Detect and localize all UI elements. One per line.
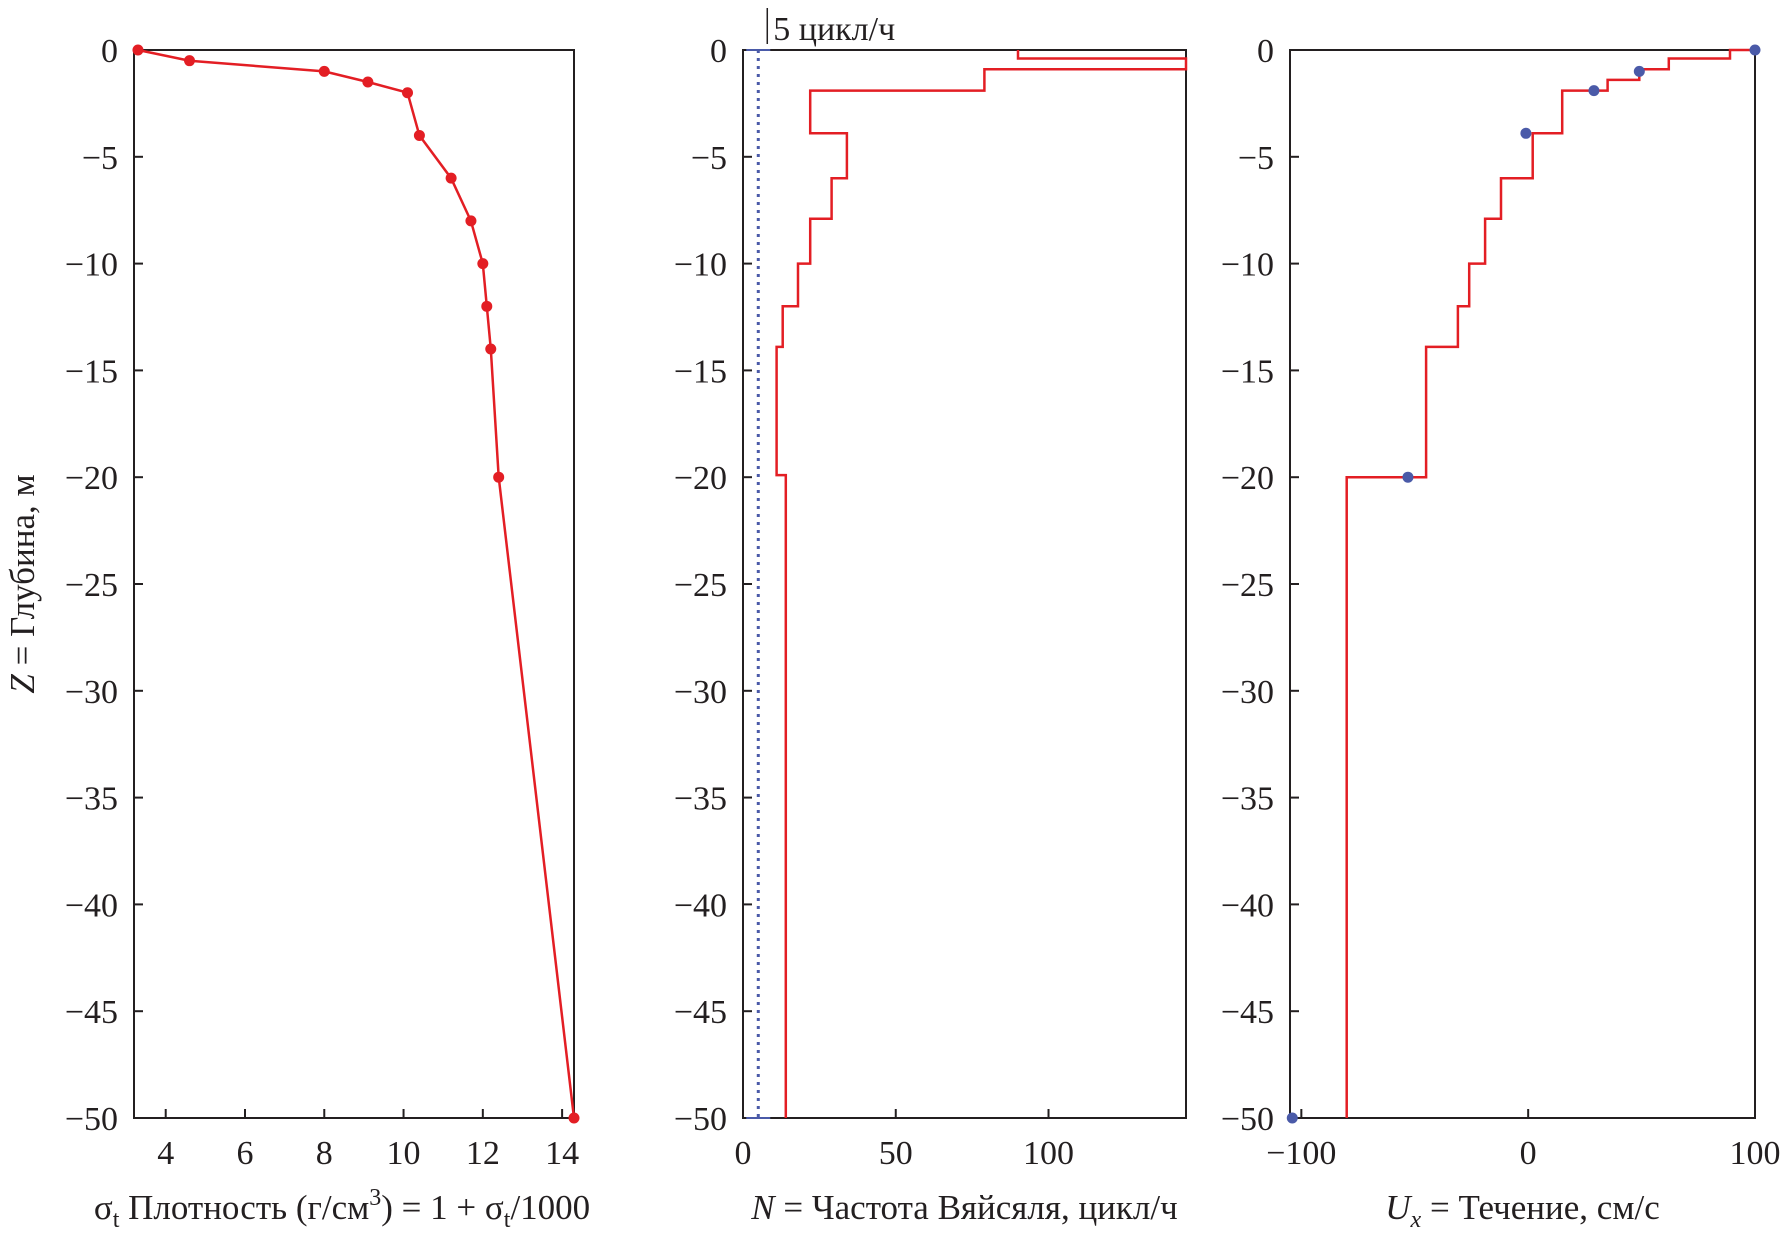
y-tick-label: −20 [674,460,727,497]
x-tick-label: 14 [545,1135,579,1172]
y-tick-label: −30 [674,674,727,711]
y-tick-label: −10 [1221,247,1274,284]
x-tick-label: −100 [1266,1135,1336,1172]
y-tick-label: 0 [101,33,118,70]
y-tick-label: −15 [65,353,118,390]
y-tick-label: −15 [1221,353,1274,390]
x-tick-label: 10 [387,1135,421,1172]
plot-frame [1289,49,1756,1119]
x-tick-label: 100 [1023,1135,1074,1172]
series-line-0 [1345,48,1755,1118]
data-point [445,172,457,184]
x-tick-label: 12 [466,1135,500,1172]
y-tick-label: −35 [674,781,727,818]
y-tick-label: 0 [710,33,727,70]
y-tick-label: −30 [65,674,118,711]
y-tick-label: −20 [65,460,118,497]
y-tick-label: −25 [65,567,118,604]
x-axis-label: N = Частота Вяйсяля, цикл/ч [750,1188,1177,1227]
x-tick-label: 100 [1730,1135,1781,1172]
x-tick-label: 0 [1520,1135,1537,1172]
y-axis-label: Z = Глубина, м [3,474,42,693]
y-tick-label: −45 [1221,994,1274,1031]
y-tick-label: −40 [65,887,118,924]
data-point [402,87,414,99]
y-tick-label: −45 [65,994,118,1031]
y-tick-label: −35 [1221,781,1274,818]
y-tick-label: 0 [1257,33,1274,70]
data-point [132,44,144,56]
y-tick-label: −5 [82,140,118,177]
data-point [1749,44,1761,56]
series-line-0 [137,48,576,1119]
y-tick-label: −10 [674,247,727,284]
data-point [465,215,477,227]
data-point [1402,471,1414,483]
current-panel: 0 −5 −10 −15 −20 −25 −30 −35 −40 −45 −50−100 0 100 Ux… [1221,33,1781,1233]
y-tick-label: −20 [1221,460,1274,497]
y-tick-label: −50 [674,1101,727,1138]
data-point [413,129,425,141]
y-tick-label: −5 [1238,140,1274,177]
data-point [183,55,195,67]
y-tick-label: −25 [1221,567,1274,604]
y-tick-label: −15 [674,353,727,390]
data-point [568,1112,580,1124]
y-tick-label: −40 [1221,887,1274,924]
data-point [493,471,505,483]
data-point [1633,65,1645,77]
series-line-0 [775,50,1188,1118]
y-tick-label: −35 [65,781,118,818]
data-point [362,76,374,88]
plot-frame [133,49,575,1119]
x-tick-label: 4 [157,1135,174,1172]
data-point [481,300,493,312]
x-axis-label: Ux = Течение, см/с [1385,1188,1659,1233]
density-panel: 0 −5 −10 −15 −20 −25 −30 −35 −40 −45 −50 4 6 8 10 12 14 σ… [3,33,590,1233]
data-point [1588,85,1600,97]
y-tick-label: −45 [674,994,727,1031]
y-tick-label: −50 [1221,1101,1274,1138]
x-axis-label: σt Плотность (г/см3) = 1 + σt/1000 [94,1185,590,1233]
y-tick-label: −30 [1221,674,1274,711]
x-tick-label: 8 [316,1135,333,1172]
annotation-label: 5 цикл/ч [773,11,895,48]
y-tick-label: −50 [65,1101,118,1138]
plot-frame [742,49,1187,1119]
y-tick-label: −5 [691,140,727,177]
y-tick-label: −25 [674,567,727,604]
y-tick-label: −40 [674,887,727,924]
x-tick-label: 0 [735,1135,752,1172]
x-tick-label: 50 [879,1135,913,1172]
x-tick-label: 6 [236,1135,253,1172]
data-point [318,65,330,77]
data-point [477,258,489,270]
y-tick-label: −10 [65,247,118,284]
data-point [1520,127,1532,139]
data-point [485,343,497,355]
data-point [1286,1112,1298,1124]
